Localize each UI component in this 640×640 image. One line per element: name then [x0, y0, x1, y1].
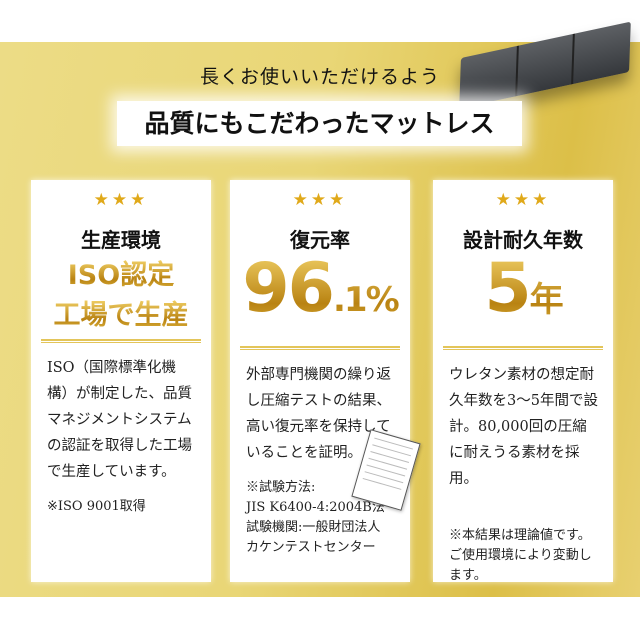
- card-note: ※試験方法: JIS K6400-4:2004B法 試験機関:一般財団法人 カケ…: [230, 466, 410, 558]
- header-subtitle: 長くお使いいただけるよう: [199, 66, 440, 88]
- value-unit: 年: [529, 280, 562, 320]
- card-body: ISO（国際標準化機構）が制定した、品質マネジメントシステムの認証を取得した工場…: [47, 360, 192, 480]
- note-line: 試験機関:一般財団法人: [246, 520, 381, 535]
- card-production: ★★★ 生産環境 ISO認定 工場で生産 ISO（国際標準化機構）が制定した、品…: [31, 180, 211, 582]
- card-body: ウレタン素材の想定耐久年数を3～5年間で設計。80,000回の圧縮に耐えうる素材…: [449, 367, 598, 487]
- card-heading: 復元率: [290, 228, 350, 252]
- note-line: JIS K6400-4:2004B法: [246, 500, 385, 515]
- card-note: ※本結果は理論値です。ご使用環境により変動します。: [449, 528, 592, 583]
- highlight-line: 工場で生産: [31, 299, 211, 333]
- card-durability: ★★★ 設計耐久年数 5年 ウレタン素材の想定耐久年数を3～5年間で設計。80,…: [433, 180, 613, 583]
- divider: [240, 346, 400, 350]
- star-rating-icon: ★★★: [495, 190, 551, 210]
- card-heading: 設計耐久年数: [463, 228, 583, 252]
- card-note: ※ISO 9001取得: [47, 499, 146, 514]
- divider: [41, 339, 201, 343]
- note-line: ※試験方法:: [246, 480, 316, 495]
- card-heading: 生産環境: [81, 228, 161, 252]
- header-title: 品質にもこだわったマットレス: [117, 101, 522, 146]
- star-rating-icon: ★★★: [93, 190, 149, 210]
- value-main: 96: [242, 249, 333, 328]
- value-main: 5: [484, 249, 530, 328]
- divider: [443, 346, 603, 350]
- note-line: カケンテストセンター: [246, 540, 376, 555]
- value-decimal: .1%: [333, 280, 398, 320]
- highlight-line: ISO認定: [31, 259, 211, 293]
- star-rating-icon: ★★★: [292, 190, 348, 210]
- card-recovery: ★★★ 復元率 96.1% 外部専門機関の繰り返し圧縮テストの結果、高い復元率を…: [230, 180, 421, 582]
- durability-value: 5年: [433, 249, 613, 340]
- card-body: 外部専門機関の繰り返し圧縮テストの結果、高い復元率を保持していることを証明。: [246, 367, 391, 461]
- recovery-value: 96.1%: [230, 249, 410, 340]
